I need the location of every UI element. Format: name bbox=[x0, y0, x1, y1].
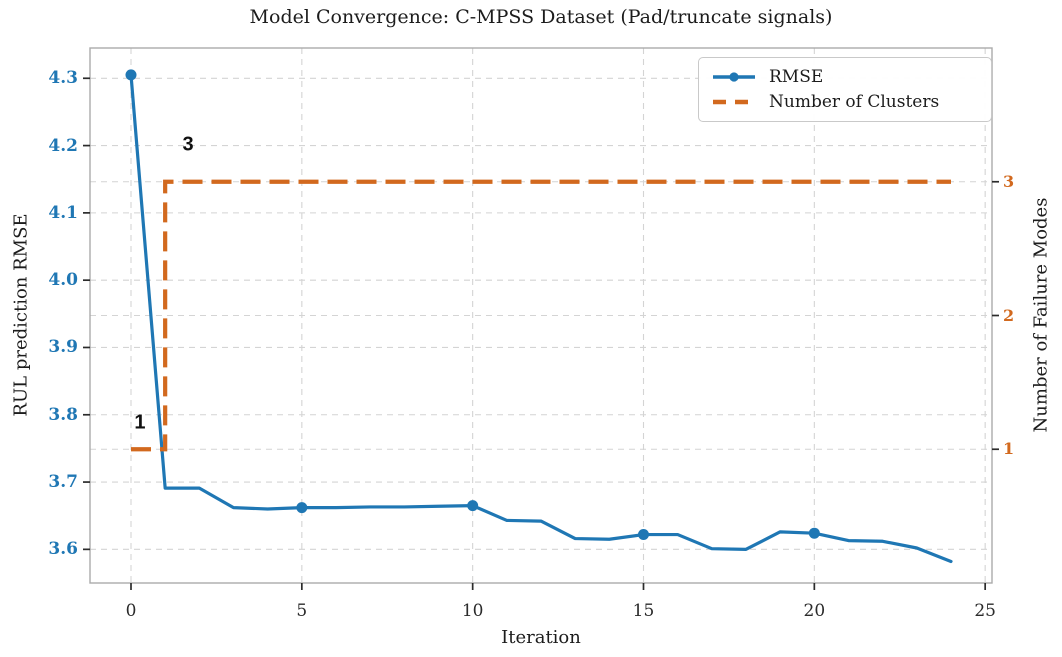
clusters-line-sample-icon bbox=[713, 99, 755, 105]
y-axis-left-label: RUL prediction RMSE bbox=[10, 213, 32, 417]
legend-item-rmse: RMSE bbox=[711, 67, 979, 87]
legend-label-rmse: RMSE bbox=[769, 67, 824, 87]
y-left-tick-label: 4.3 bbox=[48, 68, 78, 89]
y-right-tick-label: 2 bbox=[1003, 305, 1015, 325]
y-left-tick-label: 3.8 bbox=[48, 404, 78, 425]
y-left-tick-label: 3.9 bbox=[48, 337, 78, 358]
y-left-tick-label: 3.7 bbox=[48, 472, 78, 493]
y-left-tick-label: 3.6 bbox=[48, 539, 78, 560]
chart-title: Model Convergence: C-MPSS Dataset (Pad/t… bbox=[249, 6, 833, 28]
rmse-line-sample-icon bbox=[713, 72, 755, 82]
y-left-tick-label: 4.1 bbox=[48, 202, 78, 223]
legend: RMSE Number of Clusters bbox=[698, 57, 992, 122]
cluster-count-annotation: 3 bbox=[182, 133, 194, 156]
x-tick-label: 15 bbox=[632, 601, 655, 621]
x-axis-label: Iteration bbox=[501, 627, 581, 648]
x-tick-label: 5 bbox=[296, 601, 308, 621]
legend-label-clusters: Number of Clusters bbox=[769, 92, 940, 112]
y-left-tick-label: 4.0 bbox=[48, 270, 78, 291]
legend-item-clusters: Number of Clusters bbox=[711, 92, 979, 112]
x-tick-label: 10 bbox=[461, 601, 484, 621]
y-left-tick-label: 4.2 bbox=[48, 135, 78, 156]
x-tick-label: 25 bbox=[974, 601, 996, 621]
y-right-tick-label: 1 bbox=[1003, 439, 1015, 459]
x-tick-label: 0 bbox=[125, 601, 137, 621]
x-tick-label: 20 bbox=[803, 601, 826, 621]
cluster-count-annotation: 1 bbox=[134, 411, 146, 433]
y-right-tick-label: 3 bbox=[1003, 171, 1015, 191]
